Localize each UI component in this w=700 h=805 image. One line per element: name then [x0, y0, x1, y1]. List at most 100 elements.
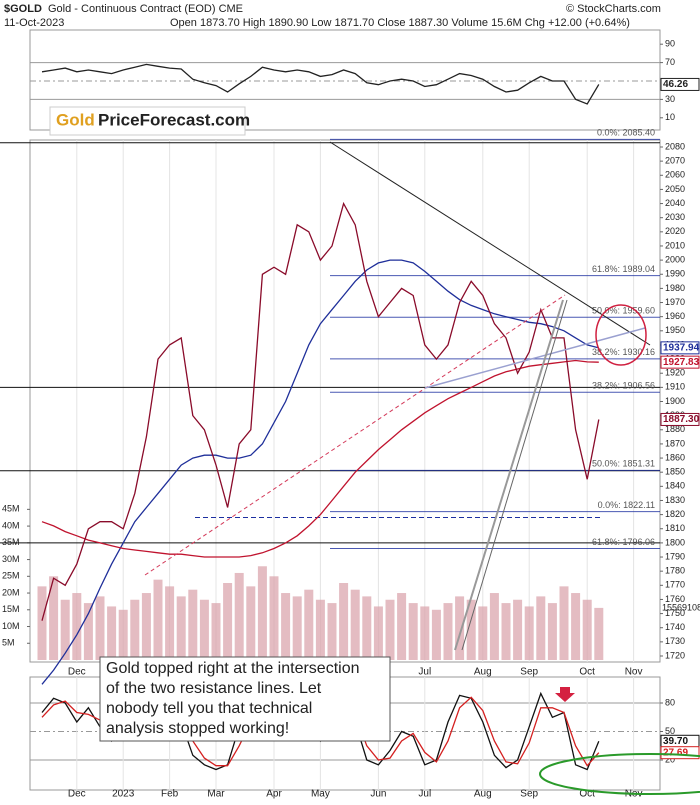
volume-bar [559, 586, 569, 660]
y-tick-label: 30 [665, 94, 675, 104]
y-tick-label: 1950 [665, 325, 685, 335]
last-value-label: 1927.83 [663, 357, 700, 368]
fib-label: 0.0%: 1822.11 [598, 500, 655, 510]
volume-bar [95, 596, 105, 660]
volume-bar [246, 586, 256, 660]
symbol: $GOLD [4, 3, 42, 15]
volume-bar [466, 599, 476, 660]
x-tick-label: Sep [520, 789, 538, 800]
volume-bar [362, 596, 372, 660]
source: © StockCharts.com [566, 3, 661, 15]
volume-bar [37, 586, 47, 660]
y-tick-label: 70 [665, 57, 675, 67]
logo-gold: Gold [56, 110, 95, 129]
fib-label: 61.8%: 1989.04 [592, 264, 655, 274]
x-tick-label: May [311, 789, 330, 800]
y-tick-label: 1780 [665, 566, 685, 576]
volume-bar [292, 596, 302, 660]
volume-bar [501, 603, 511, 660]
fib-label: 50.0%: 1959.60 [592, 306, 655, 316]
volume-bar [524, 606, 534, 660]
volume-bar [385, 599, 395, 660]
volume-bar [315, 599, 325, 660]
arrow-line [454, 299, 564, 651]
y-tick-label: 1870 [665, 438, 685, 448]
volume-bar [165, 586, 175, 660]
volume-bar [373, 606, 383, 660]
volume-bar [547, 603, 557, 660]
resistance-line [329, 141, 651, 346]
y-tick-label: 2040 [665, 198, 685, 208]
last-value-label: 15569108 [662, 602, 700, 612]
volume-bar [72, 593, 82, 660]
volume-bar [536, 596, 546, 660]
y-tick-label: 2020 [665, 226, 685, 236]
y-tick-label: 2050 [665, 184, 685, 194]
fib-label: 0.0%: 2085.40 [597, 128, 655, 138]
volume-bar [141, 593, 151, 660]
y-tick-label: 1960 [665, 311, 685, 321]
y-tick-label: 2070 [665, 156, 685, 166]
series-line [41, 201, 600, 621]
volume-bar [327, 603, 337, 660]
x-tick-label: Feb [161, 789, 179, 800]
x-tick-label: Dec [68, 789, 86, 800]
x-tick-label: Oct [579, 667, 595, 678]
y-tick-label: 1970 [665, 297, 685, 307]
callout-box [99, 656, 391, 742]
x-tick-label: Apr [266, 789, 282, 800]
y-tick-label: 1880 [665, 424, 685, 434]
volume-bar [176, 596, 186, 660]
volume-bar [571, 593, 581, 660]
date: 11-Oct-2023 [4, 17, 64, 29]
x-tick-label: Nov [625, 667, 643, 678]
last-value-label: 1887.30 [663, 414, 700, 425]
series-line [41, 359, 599, 558]
series-line [41, 259, 599, 685]
volume-bar [281, 593, 291, 660]
y-tick-label: 1820 [665, 509, 685, 519]
volume-bar [153, 579, 163, 660]
y-tick-label: 80 [665, 697, 675, 707]
last-value-box [660, 77, 700, 91]
volume-bar [408, 603, 418, 660]
support-trendline [144, 294, 566, 576]
callout-line: nobody tell you that technical [106, 700, 312, 717]
y-tick-label: 10 [665, 112, 675, 122]
last-value-label: 46.26 [663, 79, 688, 90]
y2-tick-label: 20M [2, 587, 20, 597]
y-tick-label: 1920 [665, 368, 685, 378]
x-tick-label: Jun [370, 789, 386, 800]
last-value-box [660, 412, 700, 426]
y-tick-label: 1800 [665, 537, 685, 547]
y-tick-label: 20 [665, 754, 675, 764]
y2-tick-label: 5M [2, 638, 15, 648]
logo-site: PriceForecast.com [98, 110, 250, 129]
x-tick-label: Mar [207, 789, 225, 800]
y2-tick-label: 10M [2, 621, 20, 631]
volume-bar [83, 603, 93, 660]
volume-bar [350, 589, 360, 660]
x-tick-label: 2023 [112, 789, 135, 800]
volume-bar [269, 576, 279, 660]
x-tick-label: Dec [68, 667, 86, 678]
volume-bar [420, 606, 430, 660]
y-tick-label: 90 [665, 39, 675, 49]
x-tick-label: Jul [418, 789, 431, 800]
rsi-panel [29, 29, 661, 131]
last-value-box [660, 355, 700, 369]
volume-bar [49, 576, 59, 660]
volume-bar [455, 596, 465, 660]
volume-bar [443, 603, 453, 660]
y-tick-label: 2010 [665, 240, 685, 250]
y-tick-label: 2080 [665, 141, 685, 151]
volume-bar [257, 566, 267, 660]
y-tick-label: 1980 [665, 283, 685, 293]
y-tick-label: 1740 [665, 622, 685, 632]
y-tick-label: 1760 [665, 594, 685, 604]
volume-bar [397, 593, 407, 660]
x-tick-label: Jul [418, 667, 431, 678]
y-tick-label: 1770 [665, 580, 685, 590]
x-tick-label: Aug [474, 789, 492, 800]
